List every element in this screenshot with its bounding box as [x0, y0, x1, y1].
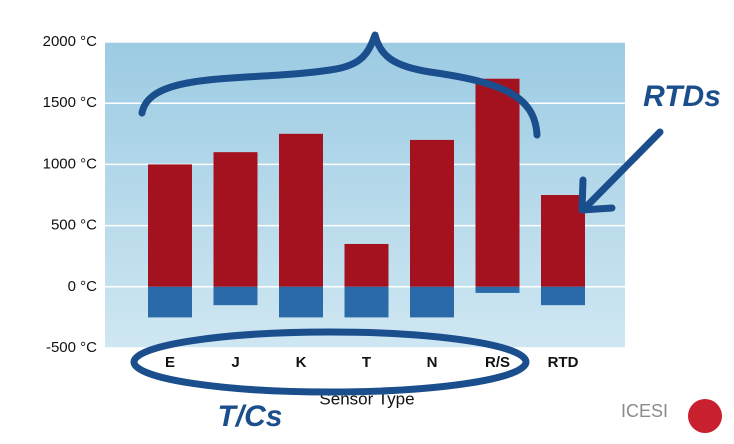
y-tick-label: 1000 °C: [43, 155, 98, 172]
x-tick-label: RTD: [548, 354, 579, 371]
annotation: RTDs: [643, 80, 721, 113]
bar: [410, 139, 454, 287]
y-tick-label: 1500 °C: [43, 94, 98, 111]
bar: [279, 286, 323, 318]
bar: [541, 286, 585, 306]
x-tick-label: E: [165, 354, 175, 371]
bar: [344, 286, 389, 318]
logo: [688, 399, 722, 433]
y-tick-label: 2000 °C: [43, 33, 98, 50]
x-tick-label: J: [231, 354, 239, 371]
y-tick-label: 0 °C: [68, 278, 98, 295]
logo-text: ICESI: [621, 401, 668, 421]
bar: [213, 286, 258, 306]
arrow: [578, 128, 664, 214]
x-tick-label: K: [296, 354, 307, 371]
bar: [344, 243, 389, 287]
bar: [213, 152, 258, 287]
bar: [475, 286, 520, 293]
brace: [138, 31, 541, 139]
bar: [148, 164, 192, 287]
y-tick-label: -500 °C: [46, 339, 97, 356]
x-tick-label: N: [427, 354, 438, 371]
bar: [148, 286, 192, 318]
x-tick-label: R/S: [485, 354, 510, 371]
bar: [410, 286, 454, 318]
bar: [541, 195, 585, 287]
y-tick-label: 500 °C: [51, 217, 97, 234]
circle-stroke: [130, 328, 530, 396]
bar: [475, 78, 520, 287]
x-tick-label: T: [362, 354, 371, 371]
annotation: T/Cs: [217, 400, 282, 433]
bar: [279, 133, 323, 287]
